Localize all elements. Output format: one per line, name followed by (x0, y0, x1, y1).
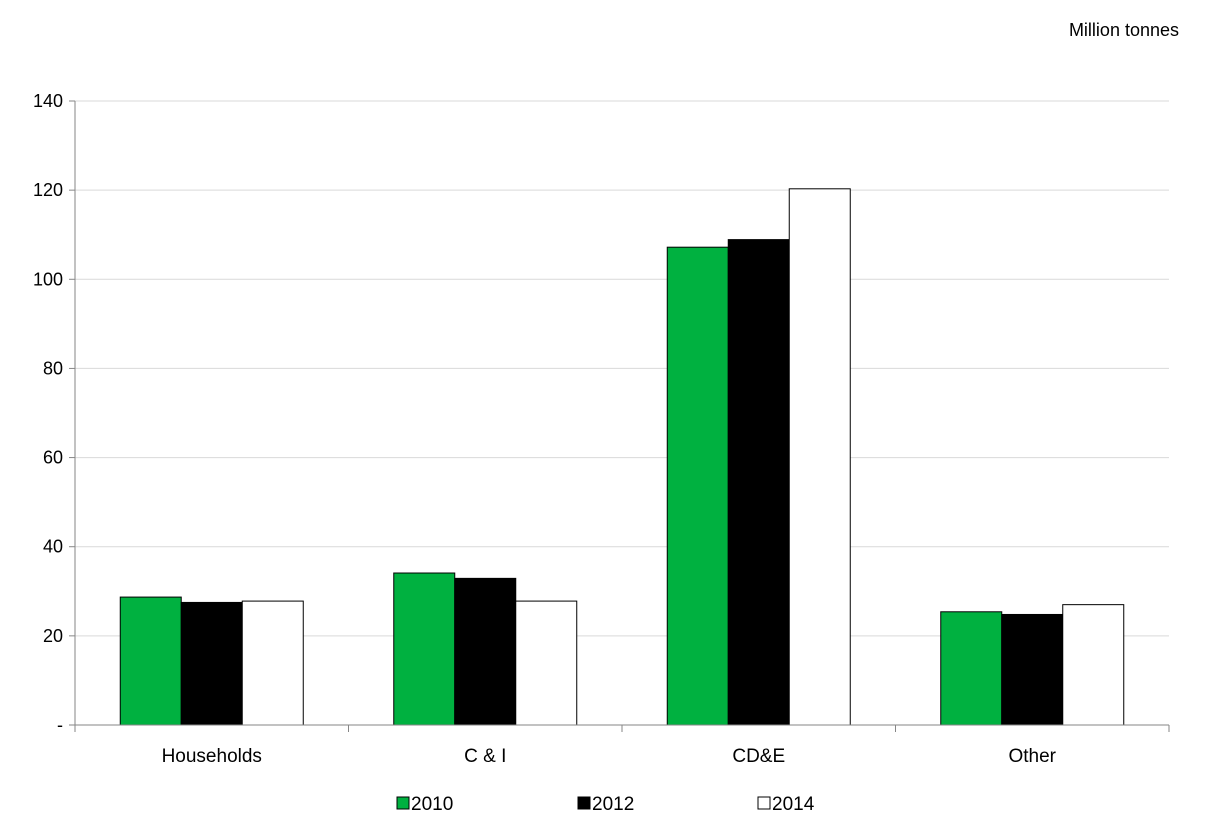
x-tick-label: Other (1008, 746, 1056, 767)
legend-swatch (577, 796, 591, 810)
legend-label: 2014 (772, 794, 815, 815)
bar-2010-3 (940, 611, 1003, 726)
bar-2010-1 (393, 572, 456, 726)
y-tick-label: 120 (33, 180, 63, 200)
y-axis-ticks: - 20 40 60 80 100 120 140 (33, 91, 75, 735)
x-tick-label: C & I (464, 746, 506, 767)
legend-swatch (396, 796, 410, 810)
bar-2010-2 (666, 246, 729, 726)
unit-label: Million tonnes (1068, 20, 1179, 40)
bar-2014-3 (1062, 604, 1125, 726)
bar-2012-0 (180, 601, 243, 726)
bar-2014-1 (515, 600, 578, 726)
bar-2012-3 (1001, 613, 1064, 726)
y-tick-label: 80 (43, 358, 63, 378)
x-tick-label: Households (162, 746, 262, 767)
axes (74, 101, 1170, 732)
bar-2012-2 (727, 239, 790, 726)
y-tick-label: 140 (33, 91, 63, 111)
x-tick-label: CD&E (732, 746, 785, 767)
y-tick-label: 40 (43, 537, 63, 557)
y-tick-label: 100 (33, 269, 63, 289)
bar-2014-0 (241, 600, 304, 726)
y-tick-label: 60 (43, 448, 63, 468)
bar-2010-0 (119, 596, 182, 726)
bar-2012-1 (454, 577, 517, 726)
legend-label: 2012 (592, 794, 634, 815)
legend-label: 2010 (411, 794, 453, 815)
gridlines (75, 100, 1169, 637)
bar-2014-2 (788, 188, 851, 726)
x-axis-labels: Households C & I CD&E Other (162, 746, 1057, 767)
y-tick-label: - (57, 715, 63, 735)
legend: 2010 2012 2014 (396, 794, 815, 815)
y-tick-label: 20 (43, 626, 63, 646)
bars (119, 188, 1125, 726)
legend-swatch (757, 796, 771, 810)
